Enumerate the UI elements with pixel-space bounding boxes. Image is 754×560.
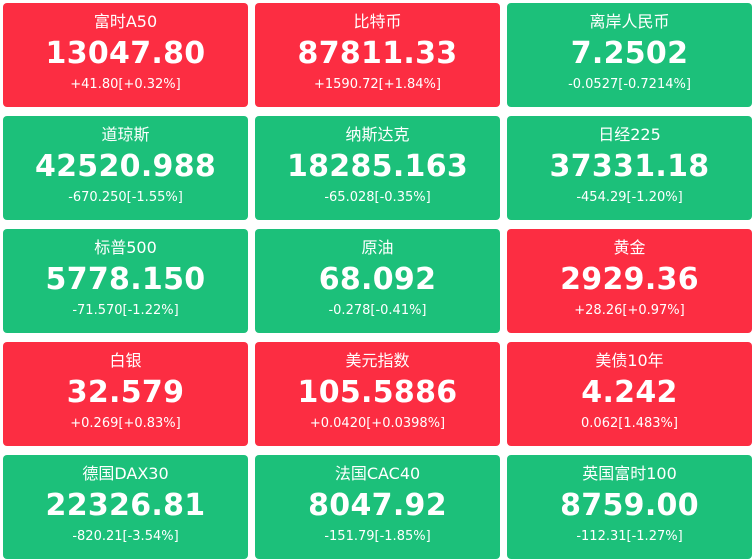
quote-change: 0.062[1.483%] [581, 416, 678, 431]
quote-price: 18285.163 [286, 149, 469, 184]
quote-price: 22326.81 [45, 488, 206, 523]
quote-price: 32.579 [66, 375, 185, 410]
quote-tile-nikkei-225[interactable]: 日经225 37331.18 -454.29[-1.20%] [507, 116, 752, 220]
quote-name: 道琼斯 [101, 125, 150, 144]
quote-tile-sp500[interactable]: 标普500 5778.150 -71.570[-1.22%] [3, 229, 248, 333]
quote-change: -151.79[-1.85%] [324, 529, 431, 544]
quote-change: -65.028[-0.35%] [324, 190, 431, 205]
quote-change: +28.26[+0.97%] [574, 303, 685, 318]
quote-tile-us-10y-treasury[interactable]: 美债10年 4.242 0.062[1.483%] [507, 342, 752, 446]
quote-tile-silver[interactable]: 白银 32.579 +0.269[+0.83%] [3, 342, 248, 446]
quote-change: -0.278[-0.41%] [328, 303, 427, 318]
quote-name: 标普500 [94, 238, 157, 257]
quote-change: +41.80[+0.32%] [70, 77, 181, 92]
quote-name: 法国CAC40 [334, 464, 421, 483]
quote-price: 42520.988 [34, 149, 217, 184]
quote-price: 87811.33 [297, 36, 458, 71]
quote-change: -454.29[-1.20%] [576, 190, 683, 205]
quote-tile-bitcoin[interactable]: 比特币 87811.33 +1590.72[+1.84%] [255, 3, 500, 107]
quote-name: 美债10年 [595, 351, 664, 370]
quote-price: 4.242 [581, 375, 678, 410]
quote-change: -0.0527[-0.7214%] [568, 77, 691, 92]
quote-price: 2929.36 [560, 262, 699, 297]
quote-name: 纳斯达克 [345, 125, 410, 144]
quote-tile-gold[interactable]: 黄金 2929.36 +28.26[+0.97%] [507, 229, 752, 333]
quote-tile-nasdaq[interactable]: 纳斯达克 18285.163 -65.028[-0.35%] [255, 116, 500, 220]
quote-name: 日经225 [598, 125, 661, 144]
quote-change: -820.21[-3.54%] [72, 529, 179, 544]
quote-name: 美元指数 [345, 351, 410, 370]
quote-change: +1590.72[+1.84%] [314, 77, 441, 92]
quote-tile-crude-oil[interactable]: 原油 68.092 -0.278[-0.41%] [255, 229, 500, 333]
quote-name: 离岸人民币 [589, 12, 670, 31]
quote-price: 5778.150 [45, 262, 206, 297]
quote-tile-ftse-a50[interactable]: 富时A50 13047.80 +41.80[+0.32%] [3, 3, 248, 107]
quote-change: +0.269[+0.83%] [70, 416, 181, 431]
quote-price: 37331.18 [549, 149, 710, 184]
quote-change: +0.0420[+0.0398%] [309, 416, 446, 431]
quote-name: 比特币 [353, 12, 402, 31]
quote-change: -112.31[-1.27%] [576, 529, 683, 544]
quote-price: 8759.00 [560, 488, 699, 523]
quote-name: 原油 [361, 238, 394, 257]
quote-price: 8047.92 [308, 488, 447, 523]
quote-name: 英国富时100 [582, 464, 677, 483]
quote-price: 105.5886 [297, 375, 458, 410]
quote-name: 富时A50 [93, 12, 158, 31]
quote-change: -670.250[-1.55%] [68, 190, 183, 205]
quote-price: 68.092 [318, 262, 437, 297]
quote-name: 德国DAX30 [82, 464, 169, 483]
quote-tile-dow-jones[interactable]: 道琼斯 42520.988 -670.250[-1.55%] [3, 116, 248, 220]
quote-name: 黄金 [613, 238, 646, 257]
quote-name: 白银 [109, 351, 142, 370]
quote-price: 13047.80 [45, 36, 206, 71]
quote-tile-dax30[interactable]: 德国DAX30 22326.81 -820.21[-3.54%] [3, 455, 248, 559]
quote-tile-offshore-cny[interactable]: 离岸人民币 7.2502 -0.0527[-0.7214%] [507, 3, 752, 107]
quote-tile-cac40[interactable]: 法国CAC40 8047.92 -151.79[-1.85%] [255, 455, 500, 559]
quote-tile-ftse-100[interactable]: 英国富时100 8759.00 -112.31[-1.27%] [507, 455, 752, 559]
quote-price: 7.2502 [570, 36, 689, 71]
quote-tile-dollar-index[interactable]: 美元指数 105.5886 +0.0420[+0.0398%] [255, 342, 500, 446]
quote-change: -71.570[-1.22%] [72, 303, 179, 318]
